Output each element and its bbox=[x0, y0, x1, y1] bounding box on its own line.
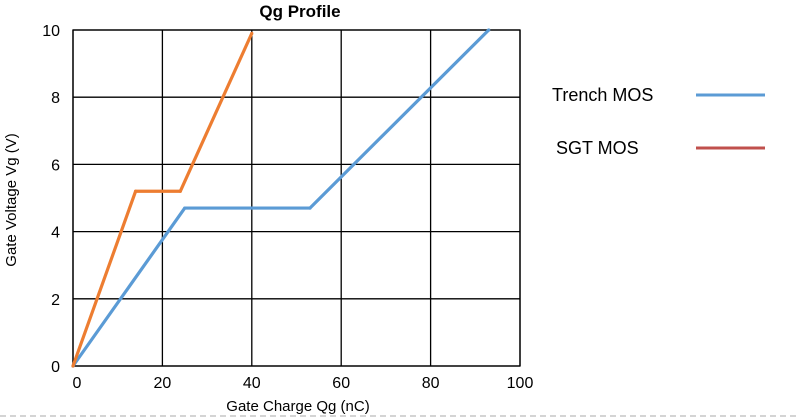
y-tick-label: 2 bbox=[51, 292, 60, 309]
tick-labels: 0 20 40 60 80 100 0 2 4 6 8 10 bbox=[42, 23, 533, 392]
x-tick-label: 100 bbox=[507, 375, 534, 392]
y-tick-label: 0 bbox=[51, 359, 60, 376]
series-1-point-2 bbox=[178, 189, 182, 193]
series-lines bbox=[71, 28, 491, 368]
chart-title: Qg Profile bbox=[259, 2, 340, 21]
y-axis-label: Gate Voltage Vg (V) bbox=[3, 133, 20, 266]
y-tick-label: 10 bbox=[42, 23, 60, 40]
x-tick-label: 80 bbox=[422, 375, 440, 392]
x-tick-label: 20 bbox=[154, 375, 172, 392]
x-tick-label: 60 bbox=[332, 375, 350, 392]
y-tick-label: 6 bbox=[51, 157, 60, 174]
legend-label: SGT MOS bbox=[556, 138, 639, 158]
legend: Trench MOS SGT MOS bbox=[552, 85, 765, 158]
series-1-point-1 bbox=[133, 189, 138, 193]
series-1-point-3 bbox=[250, 31, 254, 35]
y-tick-label: 4 bbox=[51, 225, 60, 242]
x-tick-label: 40 bbox=[243, 375, 261, 392]
x-tick-label: 0 bbox=[73, 375, 82, 392]
y-tick-label: 8 bbox=[51, 90, 60, 107]
legend-label: Trench MOS bbox=[552, 85, 653, 105]
series-line-1 bbox=[71, 32, 254, 367]
series-1-point-0 bbox=[71, 364, 75, 368]
plot-grid bbox=[72, 29, 521, 367]
series-0-point-3 bbox=[487, 28, 491, 32]
series-line-0 bbox=[71, 28, 490, 367]
x-axis-label: Gate Charge Qg (nC) bbox=[226, 398, 369, 415]
series-0-point-1 bbox=[183, 206, 187, 210]
series-0-point-2 bbox=[308, 206, 312, 210]
plot-frame bbox=[72, 29, 521, 367]
